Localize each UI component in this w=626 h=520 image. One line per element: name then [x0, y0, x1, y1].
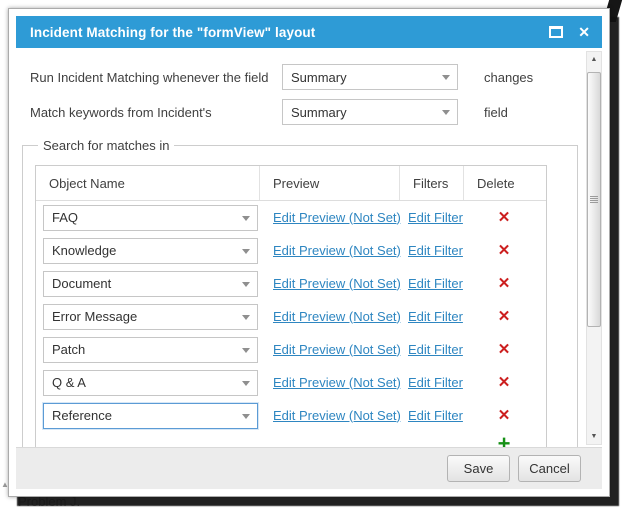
dropdown-caret-icon	[242, 248, 250, 254]
search-fieldset-legend: Search for matches in	[43, 138, 170, 153]
object-name-value: Q & A	[52, 375, 86, 390]
dialog-scrollbar[interactable]: ▲ ▼	[586, 51, 602, 445]
edit-filter-link[interactable]: Edit Filter	[408, 341, 463, 357]
dropdown-caret-icon	[242, 281, 250, 287]
dialog-titlebar: Incident Matching for the "formView" lay…	[16, 16, 602, 48]
edit-filter-link[interactable]: Edit Filter	[408, 242, 463, 258]
edit-preview-link[interactable]: Edit Preview (Not Set)	[273, 407, 401, 423]
dropdown-caret-icon	[242, 413, 250, 419]
run-matching-field-value: Summary	[291, 69, 347, 85]
object-name-select[interactable]: Patch	[43, 336, 258, 363]
dialog-footer: Save Cancel	[16, 447, 602, 489]
edit-filter-link[interactable]: Edit Filter	[408, 209, 463, 225]
match-keywords-field-select[interactable]: Summary	[282, 99, 458, 125]
run-matching-field-select[interactable]: Summary	[282, 64, 458, 90]
table-row: Q & A Edit Preview (Not Set) Edit Filter…	[36, 366, 546, 399]
match-keywords-field-value: Summary	[291, 104, 347, 120]
add-row: +	[36, 431, 546, 448]
scrollbar-grip-icon	[590, 195, 598, 203]
object-name-select[interactable]: Q & A	[43, 369, 258, 396]
maximize-icon[interactable]	[549, 26, 564, 38]
edit-preview-link[interactable]: Edit Preview (Not Set)	[273, 209, 401, 225]
background-scroll-arrow-icon: ▲	[1, 480, 9, 489]
dropdown-caret-icon	[442, 110, 450, 115]
dialog-title: Incident Matching for the "formView" lay…	[30, 24, 316, 40]
edit-filter-link[interactable]: Edit Filter	[408, 275, 463, 291]
object-name-value: Knowledge	[52, 243, 117, 258]
scroll-up-icon[interactable]: ▲	[590, 56, 598, 63]
table-row: FAQ Edit Preview (Not Set) Edit Filter ✕	[36, 201, 546, 234]
dropdown-caret-icon	[242, 314, 250, 320]
run-matching-suffix: changes	[484, 69, 534, 85]
column-header-preview: Preview	[260, 166, 400, 200]
background-partial-text: Problem J.	[18, 494, 81, 509]
table-row: Patch Edit Preview (Not Set) Edit Filter…	[36, 333, 546, 366]
object-name-select[interactable]: Error Message	[43, 303, 258, 330]
object-name-value: Reference	[52, 408, 112, 423]
edit-preview-link[interactable]: Edit Preview (Not Set)	[273, 374, 401, 390]
save-button[interactable]: Save	[447, 455, 510, 482]
table-row: Document Edit Preview (Not Set) Edit Fil…	[36, 267, 546, 300]
delete-row-icon[interactable]: ✕	[497, 308, 511, 325]
dropdown-caret-icon	[242, 380, 250, 386]
table-row: Error Message Edit Preview (Not Set) Edi…	[36, 300, 546, 333]
column-header-object-name: Object Name	[36, 166, 260, 200]
table-header-row: Object Name Preview Filters Delete	[36, 166, 546, 201]
scroll-down-icon[interactable]: ▼	[590, 433, 598, 440]
delete-row-icon[interactable]: ✕	[497, 209, 511, 226]
object-name-value: Document	[52, 276, 112, 291]
object-name-select[interactable]: Document	[43, 270, 258, 297]
delete-row-icon[interactable]: ✕	[497, 374, 511, 391]
edit-preview-link[interactable]: Edit Preview (Not Set)	[273, 275, 401, 291]
column-header-filters: Filters	[400, 166, 464, 200]
close-icon[interactable]: ✕	[578, 24, 590, 40]
edit-preview-link[interactable]: Edit Preview (Not Set)	[273, 308, 401, 324]
run-matching-row: Run Incident Matching whenever the field…	[16, 64, 602, 90]
match-objects-table: Object Name Preview Filters Delete FAQ E…	[35, 165, 547, 447]
table-row: Reference Edit Preview (Not Set) Edit Fi…	[36, 399, 546, 432]
scrollbar-thumb[interactable]	[587, 72, 601, 327]
search-for-matches-fieldset: Search for matches in Object Name Previe…	[22, 138, 578, 447]
match-keywords-label: Match keywords from Incident's	[30, 104, 212, 120]
edit-filter-link[interactable]: Edit Filter	[408, 374, 463, 390]
dropdown-caret-icon	[242, 215, 250, 221]
run-matching-label: Run Incident Matching whenever the field	[30, 69, 269, 85]
match-keywords-suffix: field	[484, 104, 508, 120]
column-header-delete: Delete	[477, 175, 515, 191]
object-name-select[interactable]: Knowledge	[43, 237, 258, 264]
edit-preview-link[interactable]: Edit Preview (Not Set)	[273, 341, 401, 357]
delete-row-icon[interactable]: ✕	[497, 275, 511, 292]
object-name-select[interactable]: FAQ	[43, 204, 258, 231]
add-object-icon[interactable]: +	[497, 431, 511, 448]
dialog-content: Run Incident Matching whenever the field…	[16, 48, 602, 447]
delete-row-icon[interactable]: ✕	[497, 341, 511, 358]
delete-row-icon[interactable]: ✕	[497, 407, 511, 424]
delete-row-icon[interactable]: ✕	[497, 242, 511, 259]
edit-filter-link[interactable]: Edit Filter	[408, 308, 463, 324]
table-row: Knowledge Edit Preview (Not Set) Edit Fi…	[36, 234, 546, 267]
match-keywords-row: Match keywords from Incident's Summary f…	[16, 99, 602, 125]
incident-matching-dialog: Incident Matching for the "formView" lay…	[8, 8, 610, 497]
object-name-value: Patch	[52, 342, 86, 357]
dropdown-caret-icon	[442, 75, 450, 80]
edit-filter-link[interactable]: Edit Filter	[408, 407, 463, 423]
cancel-button[interactable]: Cancel	[518, 455, 581, 482]
dropdown-caret-icon	[242, 347, 250, 353]
object-name-value: Error Message	[52, 309, 138, 324]
object-name-select[interactable]: Reference	[43, 402, 258, 429]
edit-preview-link[interactable]: Edit Preview (Not Set)	[273, 242, 401, 258]
object-name-value: FAQ	[52, 210, 79, 225]
